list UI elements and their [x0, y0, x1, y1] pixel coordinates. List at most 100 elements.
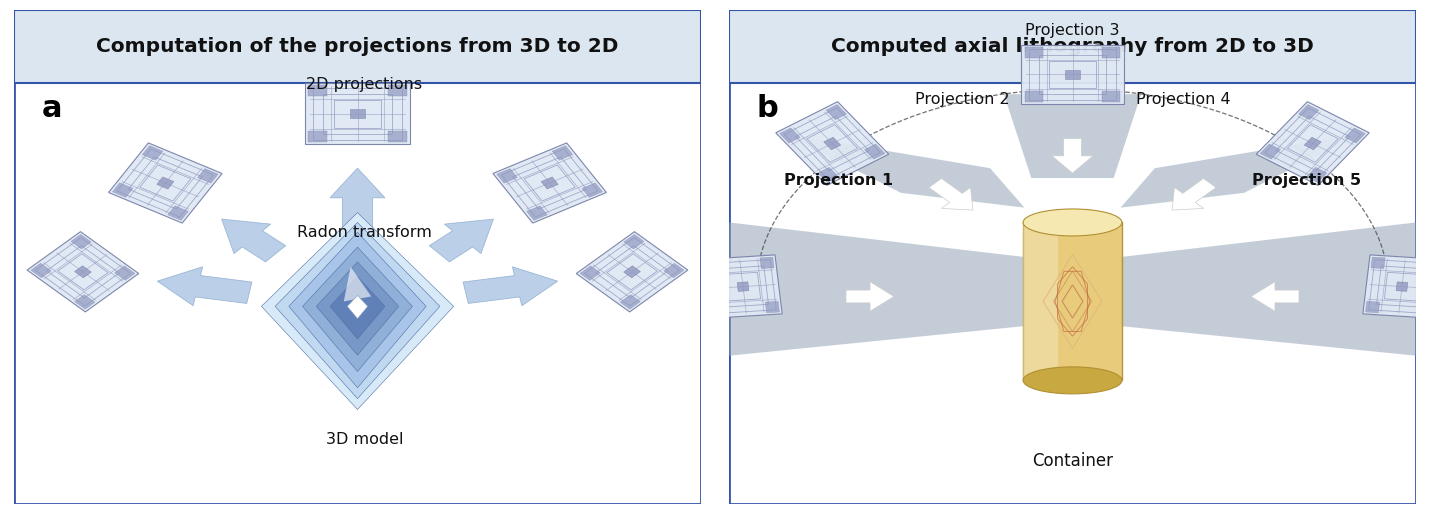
Polygon shape [1021, 45, 1124, 104]
Polygon shape [275, 223, 440, 399]
Text: Radon transform: Radon transform [297, 225, 432, 240]
Text: Projection 2: Projection 2 [915, 91, 1010, 107]
Polygon shape [1419, 305, 1430, 316]
Ellipse shape [1022, 367, 1123, 394]
Polygon shape [1298, 104, 1318, 120]
Polygon shape [759, 257, 774, 268]
Polygon shape [865, 144, 885, 159]
Polygon shape [729, 223, 1024, 356]
Polygon shape [706, 261, 721, 272]
Polygon shape [1396, 282, 1409, 291]
Polygon shape [581, 266, 601, 280]
Polygon shape [309, 132, 327, 142]
Polygon shape [262, 213, 453, 410]
Polygon shape [309, 85, 327, 97]
Polygon shape [157, 267, 252, 306]
Polygon shape [1025, 91, 1042, 102]
Polygon shape [664, 263, 684, 278]
Text: b: b [756, 94, 778, 123]
Polygon shape [463, 267, 558, 306]
Polygon shape [388, 132, 406, 142]
Polygon shape [621, 295, 641, 309]
Polygon shape [1103, 91, 1120, 102]
Polygon shape [1103, 47, 1120, 58]
Polygon shape [704, 255, 782, 318]
Polygon shape [930, 178, 972, 210]
Polygon shape [1004, 94, 1141, 178]
Polygon shape [113, 183, 133, 197]
Polygon shape [827, 104, 847, 120]
Polygon shape [552, 145, 572, 160]
Polygon shape [72, 234, 92, 249]
Polygon shape [623, 266, 641, 278]
Polygon shape [818, 168, 838, 182]
Polygon shape [31, 263, 51, 278]
Polygon shape [316, 262, 399, 355]
FancyBboxPatch shape [729, 10, 1416, 83]
Polygon shape [1363, 255, 1430, 318]
Polygon shape [1025, 47, 1042, 58]
Polygon shape [1173, 178, 1216, 210]
Polygon shape [429, 219, 493, 262]
Polygon shape [712, 305, 726, 316]
Polygon shape [347, 296, 368, 319]
Polygon shape [1366, 301, 1380, 313]
Polygon shape [775, 102, 889, 186]
Polygon shape [1304, 137, 1321, 150]
Text: Container: Container [1032, 452, 1113, 470]
Polygon shape [388, 85, 406, 97]
Polygon shape [496, 169, 518, 183]
Text: Projection 5: Projection 5 [1251, 173, 1361, 188]
Polygon shape [74, 266, 92, 278]
Polygon shape [1346, 128, 1366, 143]
Polygon shape [765, 301, 779, 313]
Polygon shape [305, 83, 410, 144]
Text: Projection 1: Projection 1 [784, 173, 894, 188]
Polygon shape [1307, 168, 1327, 182]
Polygon shape [1052, 139, 1093, 173]
Polygon shape [623, 234, 644, 249]
FancyBboxPatch shape [729, 10, 1416, 504]
Text: Computation of the projections from 3D to 2D: Computation of the projections from 3D t… [96, 38, 619, 57]
Polygon shape [74, 295, 94, 309]
Polygon shape [1260, 144, 1280, 159]
Text: a: a [41, 94, 63, 123]
Polygon shape [109, 143, 222, 223]
Polygon shape [330, 168, 385, 227]
Text: 2D projections: 2D projections [306, 77, 422, 91]
Polygon shape [779, 128, 799, 143]
Text: Projection 4: Projection 4 [1135, 91, 1230, 107]
Polygon shape [27, 232, 139, 312]
Polygon shape [1256, 102, 1370, 186]
Polygon shape [157, 177, 174, 189]
Text: 3D model: 3D model [326, 432, 403, 447]
Polygon shape [167, 206, 189, 221]
Polygon shape [349, 109, 366, 119]
Polygon shape [1065, 70, 1080, 79]
Polygon shape [576, 232, 688, 312]
Polygon shape [143, 145, 163, 160]
Polygon shape [289, 232, 426, 388]
Polygon shape [736, 282, 749, 291]
Polygon shape [493, 143, 606, 223]
Polygon shape [222, 219, 286, 262]
Polygon shape [197, 169, 219, 183]
Polygon shape [582, 183, 602, 197]
Polygon shape [1022, 223, 1058, 380]
Text: Computed axial lithography from 2D to 3D: Computed axial lithography from 2D to 3D [831, 38, 1314, 57]
Text: Projection 3: Projection 3 [1025, 23, 1120, 38]
Polygon shape [303, 247, 412, 372]
Polygon shape [526, 206, 548, 221]
Polygon shape [1022, 223, 1123, 380]
Polygon shape [343, 267, 372, 301]
Polygon shape [1424, 261, 1430, 272]
Polygon shape [1371, 257, 1386, 268]
Polygon shape [824, 137, 841, 150]
FancyBboxPatch shape [14, 10, 701, 83]
Polygon shape [114, 266, 134, 280]
Polygon shape [541, 177, 558, 189]
Ellipse shape [1022, 209, 1123, 236]
Polygon shape [847, 282, 894, 311]
Polygon shape [1251, 282, 1298, 311]
Polygon shape [1121, 134, 1361, 208]
